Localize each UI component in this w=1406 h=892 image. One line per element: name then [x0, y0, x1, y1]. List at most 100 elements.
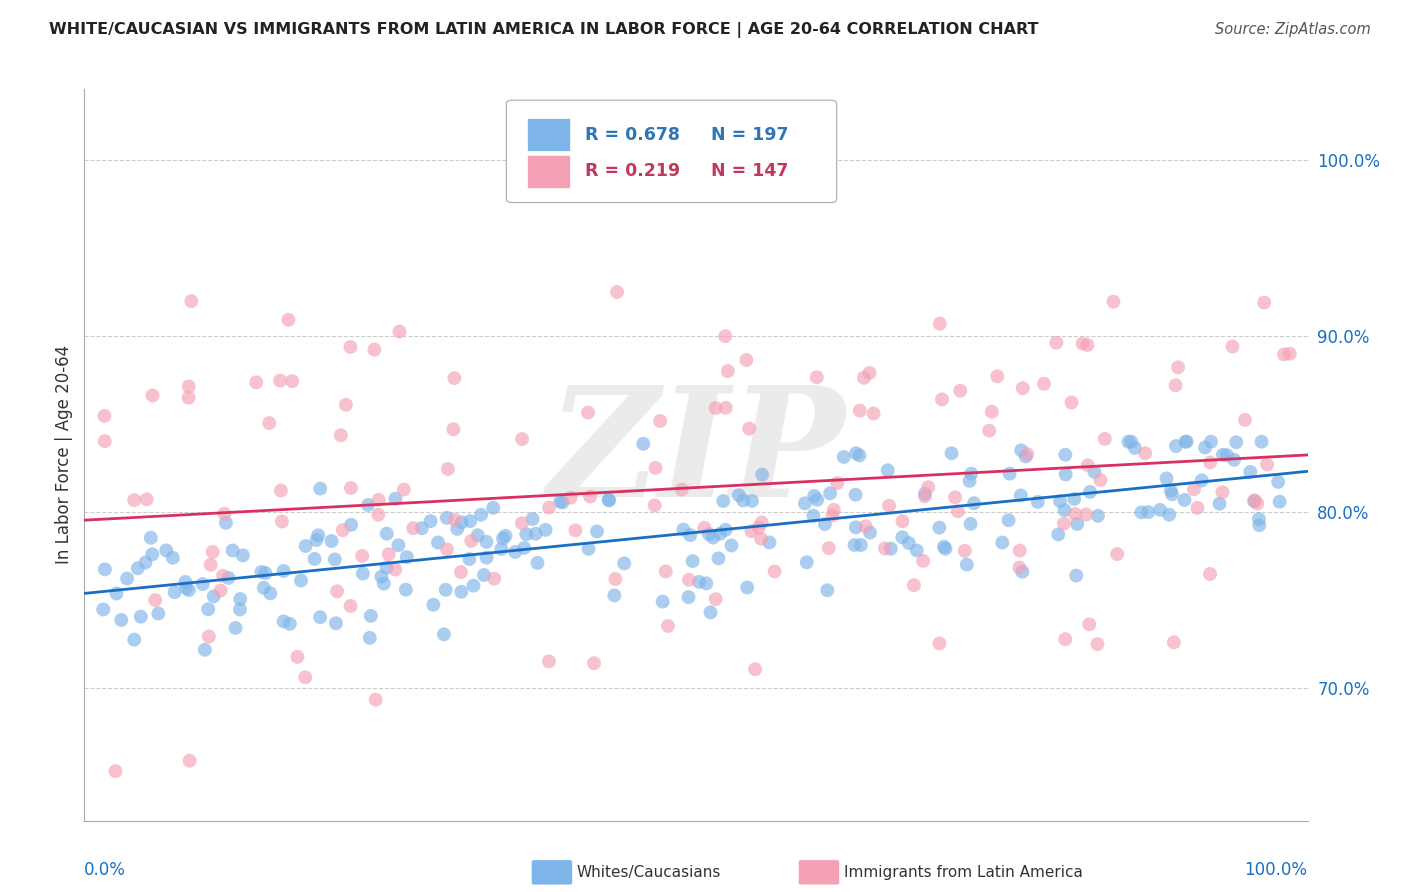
Point — [1076, 338, 1098, 352]
Point — [914, 489, 936, 503]
Point — [143, 593, 166, 607]
Point — [370, 569, 392, 583]
Point — [740, 524, 762, 538]
Point — [564, 524, 586, 538]
Point — [605, 572, 627, 586]
Point — [903, 578, 925, 592]
Point — [179, 754, 201, 768]
Bar — [527, 154, 569, 187]
Point — [548, 494, 571, 508]
Point — [1054, 632, 1077, 647]
Point — [613, 557, 636, 571]
Point — [1164, 439, 1187, 453]
Point — [657, 619, 679, 633]
Point — [538, 500, 561, 515]
Point — [963, 496, 986, 510]
Point — [1063, 491, 1085, 506]
Point — [793, 496, 815, 510]
Point — [1243, 494, 1265, 508]
Point — [1246, 496, 1268, 510]
Point — [148, 607, 170, 621]
Point — [124, 493, 146, 508]
Point — [513, 541, 536, 555]
Point — [224, 621, 246, 635]
Point — [1164, 378, 1187, 392]
Point — [436, 542, 458, 557]
Point — [463, 579, 485, 593]
Point — [959, 474, 981, 488]
Point — [1053, 516, 1076, 531]
Point — [287, 649, 309, 664]
Point — [728, 488, 751, 502]
Point — [880, 541, 903, 556]
Point — [598, 492, 620, 507]
Point — [1033, 376, 1056, 391]
Point — [803, 489, 825, 503]
Point — [560, 491, 582, 505]
Point — [360, 608, 382, 623]
Point — [484, 572, 506, 586]
Point — [704, 592, 727, 607]
Point — [1267, 475, 1289, 489]
Point — [110, 613, 132, 627]
Text: Whites/Caucasians: Whites/Caucasians — [576, 865, 721, 880]
Point — [270, 483, 292, 498]
Point — [991, 535, 1014, 549]
Point — [859, 525, 882, 540]
Point — [551, 495, 574, 509]
Point — [281, 374, 304, 388]
Point — [115, 572, 138, 586]
Point — [434, 582, 457, 597]
Point — [494, 529, 516, 543]
Point — [1053, 503, 1076, 517]
Point — [714, 523, 737, 537]
Point — [1167, 360, 1189, 375]
Point — [364, 692, 387, 706]
Point — [688, 574, 710, 589]
Point — [1094, 432, 1116, 446]
Point — [395, 582, 418, 597]
Point — [290, 574, 312, 588]
Point — [748, 521, 770, 535]
Point — [191, 577, 214, 591]
Point — [1175, 434, 1198, 449]
Point — [1208, 497, 1230, 511]
Point — [329, 428, 352, 442]
Point — [733, 493, 755, 508]
Text: R = 0.678: R = 0.678 — [585, 126, 679, 144]
Point — [699, 606, 721, 620]
Point — [1011, 381, 1033, 395]
Point — [821, 508, 844, 523]
Point — [467, 528, 489, 542]
Point — [1243, 493, 1265, 508]
Point — [980, 405, 1002, 419]
Point — [359, 631, 381, 645]
Point — [1076, 508, 1098, 522]
Point — [815, 583, 838, 598]
Point — [197, 602, 219, 616]
Point — [997, 513, 1019, 527]
Point — [1199, 434, 1222, 449]
Point — [651, 594, 673, 608]
Point — [672, 523, 695, 537]
Point — [194, 642, 217, 657]
Point — [492, 532, 515, 546]
Point — [695, 576, 717, 591]
Point — [707, 551, 730, 566]
Point — [1078, 617, 1101, 632]
Point — [1191, 474, 1213, 488]
Point — [229, 602, 252, 616]
Point — [135, 492, 157, 507]
Point — [450, 584, 472, 599]
Point — [855, 519, 877, 533]
Point — [1078, 484, 1101, 499]
Point — [941, 446, 963, 460]
Point — [806, 370, 828, 384]
Point — [801, 508, 824, 523]
Point — [845, 520, 868, 534]
Point — [704, 401, 727, 415]
Point — [515, 527, 537, 541]
Point — [534, 523, 557, 537]
Point — [1225, 435, 1247, 450]
Point — [427, 535, 450, 549]
